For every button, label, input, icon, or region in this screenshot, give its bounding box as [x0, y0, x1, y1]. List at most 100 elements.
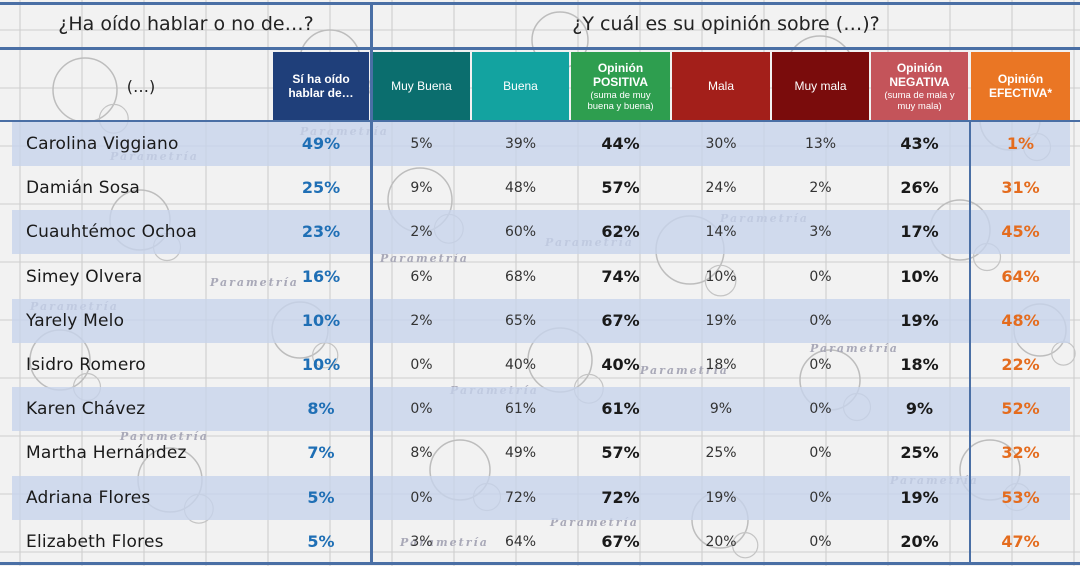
cell-muy-mala: 13%	[804, 136, 837, 152]
header-muy-mala: Muy mala	[772, 52, 869, 120]
cell-negativa: 9%	[905, 399, 934, 419]
row-name: Adriana Flores	[26, 487, 151, 508]
cell-efectiva: 47%	[1001, 531, 1040, 551]
cell-buena: 40%	[504, 357, 537, 373]
table-row: Karen Chávez 8% 0% 61% 61% 9% 0% 9% 52%	[12, 387, 1070, 432]
cell-heard: 5%	[307, 531, 335, 551]
row-name: Martha Hernández	[26, 443, 187, 464]
row-name: Isidro Romero	[26, 355, 146, 375]
title-rule	[0, 47, 1080, 50]
cell-heard: 16%	[301, 266, 341, 286]
cell-muy-mala: 0%	[809, 533, 832, 550]
table-row: Adriana Flores 5% 0% 72% 72% 19% 0% 19% 53%	[12, 475, 1070, 520]
cell-buena: 61%	[504, 401, 537, 418]
cell-efectiva: 22%	[1001, 355, 1040, 374]
header-negativa-line2: NEGATIVA	[889, 74, 950, 89]
cell-efectiva: 53%	[1001, 487, 1040, 507]
cell-positiva: 57%	[601, 443, 640, 463]
watermark-text: Parametría	[119, 430, 209, 443]
cell-positiva: 67%	[601, 310, 640, 330]
cell-buena: 72%	[504, 489, 537, 506]
table-row: Damián Sosa 25% 9% 48% 57% 24% 2% 26% 31%	[12, 166, 1070, 210]
header-buena: Buena	[472, 52, 569, 120]
cell-mala: 20%	[705, 533, 737, 550]
cell-mala: 18%	[705, 357, 737, 373]
cell-mala: 25%	[705, 445, 737, 462]
cell-buena: 68%	[504, 268, 537, 285]
cell-mala: 14%	[705, 224, 737, 241]
cell-buena: 65%	[504, 312, 537, 329]
row-name: Carolina Viggiano	[26, 134, 179, 154]
row-name: Damián Sosa	[26, 178, 141, 199]
cell-efectiva: 45%	[1001, 222, 1040, 242]
cell-heard: 7%	[307, 443, 335, 463]
cell-muy-buena: 5%	[410, 136, 433, 152]
table-row: Simey Olvera 16% 6% 68% 74% 10% 0% 10% 64%	[12, 255, 1070, 299]
header-negativa-line1: Opinión	[896, 60, 943, 75]
header-positiva-sub1: (suma de muy	[590, 89, 651, 101]
cell-efectiva: 1%	[1006, 134, 1035, 153]
header-heard-line1: Sí ha oído	[292, 72, 350, 86]
cell-efectiva: 48%	[1001, 310, 1040, 330]
header-muy-buena-label: Muy Buena	[391, 79, 452, 93]
header-efectiva-line1: Opinión	[997, 72, 1044, 86]
cell-heard: 10%	[301, 355, 341, 374]
cell-negativa: 19%	[900, 310, 939, 330]
watermark-text: Parametría	[209, 276, 299, 289]
header-muy-mala-label: Muy mala	[794, 79, 847, 93]
cell-mala: 10%	[705, 268, 737, 285]
header-positiva-sub2: buena y buena)	[587, 100, 654, 112]
cell-mala: 19%	[705, 312, 737, 329]
header-mala-label: Mala	[707, 79, 734, 93]
left-section-title: ¿Ha oído hablar o no de…?	[58, 13, 314, 35]
row-name: Cuauhtémoc Ochoa	[26, 222, 197, 243]
cell-muy-mala: 2%	[809, 180, 832, 197]
cell-efectiva: 32%	[1001, 443, 1040, 463]
header-positiva-line2: POSITIVA	[592, 74, 649, 89]
cell-efectiva: 31%	[1001, 178, 1040, 198]
header-negativa: Opinión NEGATIVA (suma de mala y muy mal…	[871, 52, 968, 120]
cell-mala: 30%	[705, 136, 737, 152]
watermark-circle	[732, 532, 759, 559]
cell-muy-mala: 0%	[809, 489, 832, 506]
header-efectiva: Opinión EFECTIVA*	[971, 52, 1070, 120]
cell-positiva: 74%	[601, 266, 640, 286]
header-rule	[0, 120, 1080, 122]
cell-negativa: 26%	[900, 178, 939, 198]
right-section-title: ¿Y cuál es su opinión sobre (…)?	[572, 13, 880, 35]
table-row: Isidro Romero 10% 0% 40% 40% 18% 0% 18% 22%	[12, 343, 1070, 387]
cell-muy-mala: 0%	[809, 357, 832, 373]
header-heard: Sí ha oído hablar de…	[273, 52, 369, 120]
table-row: Cuauhtémoc Ochoa 23% 2% 60% 62% 14% 3% 17% 45%	[12, 210, 1070, 255]
cell-buena: 39%	[504, 136, 537, 152]
cell-muy-mala: 0%	[809, 445, 832, 462]
cell-efectiva: 52%	[1001, 399, 1040, 419]
cell-buena: 64%	[504, 533, 537, 550]
cell-heard: 25%	[301, 178, 341, 198]
cell-muy-buena: 2%	[410, 312, 433, 329]
header-positiva-line1: Opinión	[597, 60, 644, 75]
header-heard-line2: hablar de…	[288, 86, 354, 100]
cell-negativa: 18%	[900, 355, 939, 374]
row-name: Elizabeth Flores	[26, 531, 164, 552]
header-negativa-sub2: muy mala)	[897, 100, 942, 112]
cell-positiva: 44%	[601, 134, 640, 153]
header-muy-buena: Muy Buena	[373, 52, 470, 120]
header-negativa-sub1: (suma de mala y	[884, 89, 955, 101]
cell-mala: 19%	[705, 489, 737, 506]
cell-efectiva: 64%	[1001, 266, 1040, 286]
header-buena-label: Buena	[503, 79, 538, 93]
cell-muy-mala: 3%	[809, 224, 832, 241]
header-efectiva-line2: EFECTIVA*	[988, 86, 1053, 100]
cell-muy-buena: 0%	[410, 489, 433, 506]
cell-heard: 8%	[307, 399, 335, 419]
cell-negativa: 10%	[900, 266, 939, 286]
section-divider	[370, 2, 373, 565]
cell-mala: 9%	[709, 401, 733, 418]
cell-positiva: 40%	[601, 355, 640, 374]
cell-positiva: 61%	[601, 399, 640, 419]
cell-muy-buena: 0%	[410, 357, 433, 373]
watermark-text: Parametría	[399, 536, 489, 549]
watermark-text: Parametría	[379, 252, 469, 265]
cell-heard: 49%	[301, 134, 341, 153]
